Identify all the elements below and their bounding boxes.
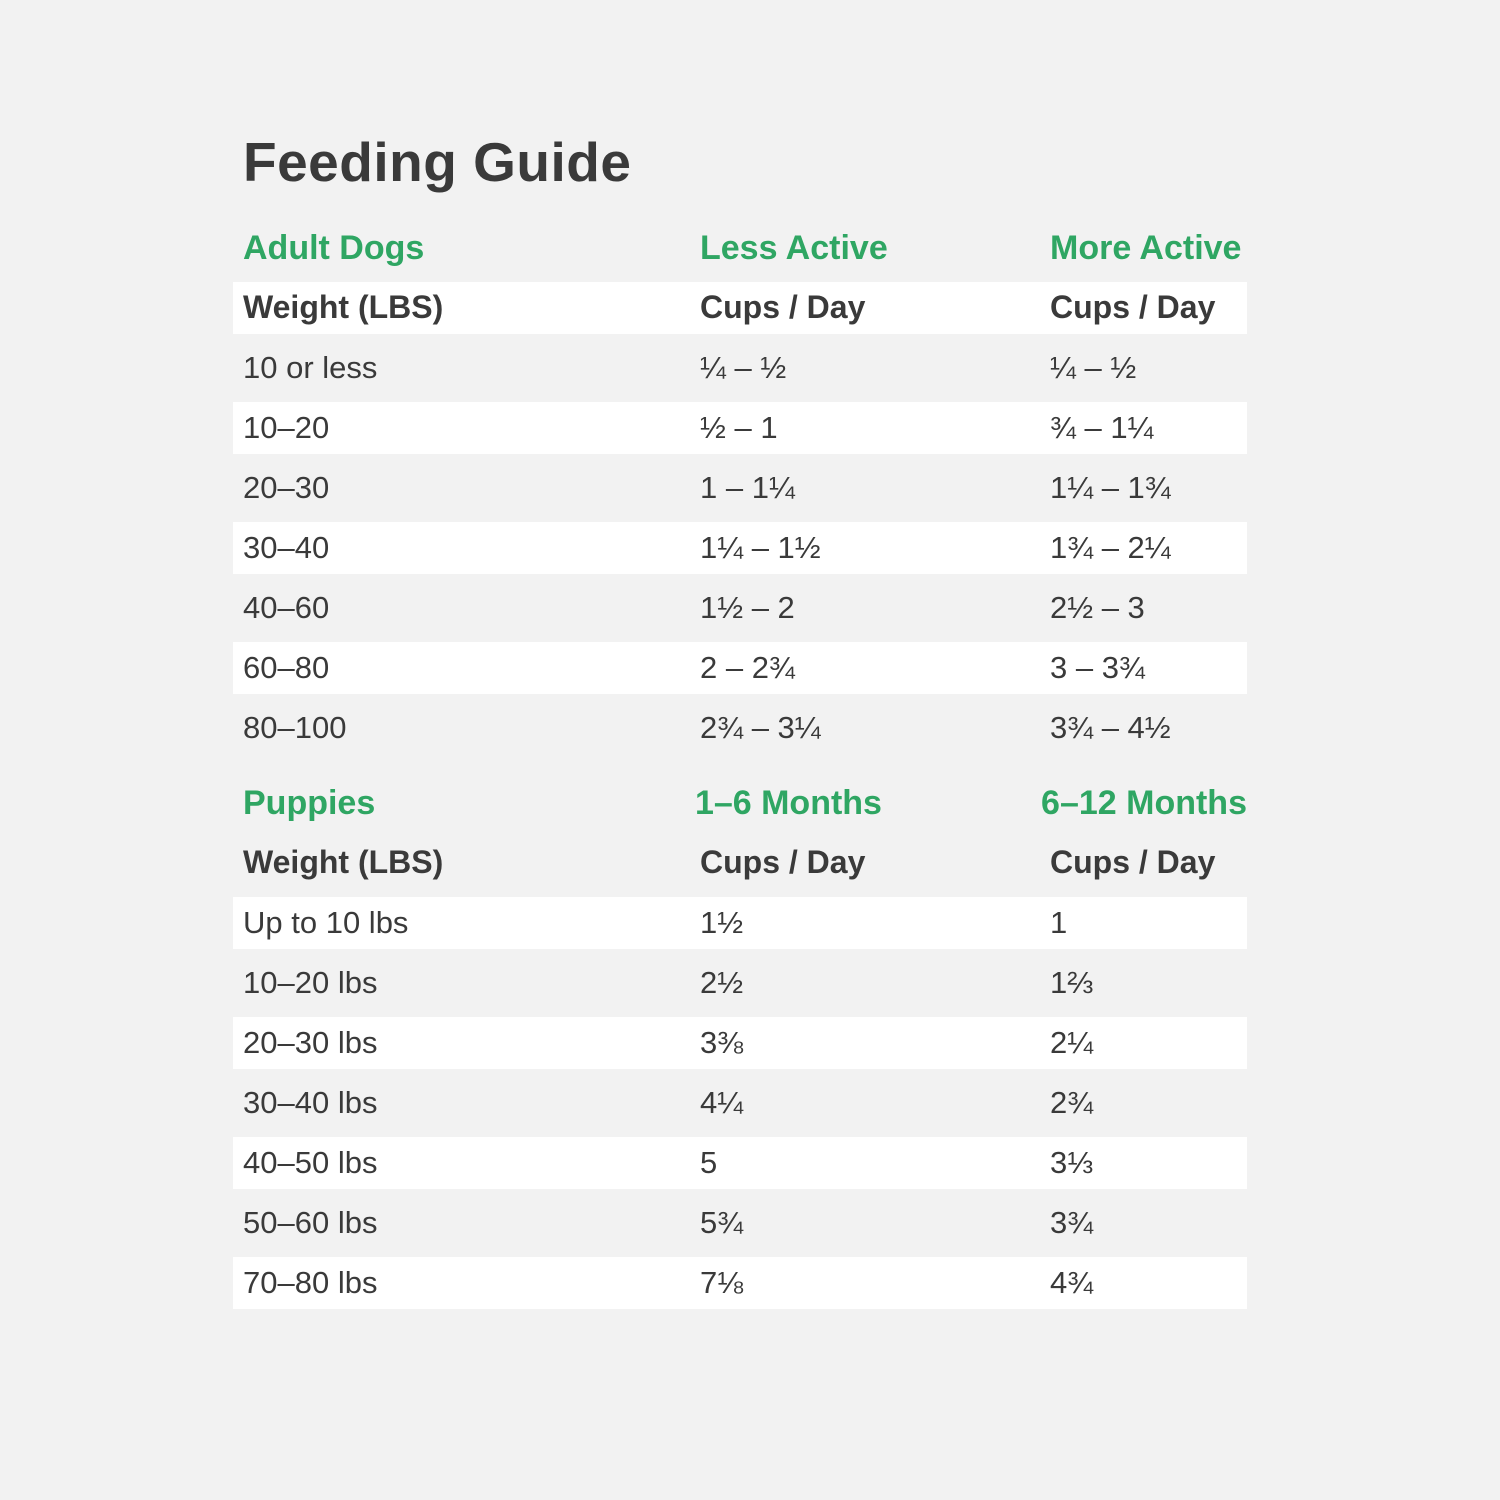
section-label-more-active: More Active xyxy=(1050,229,1242,267)
table-header-row-col3: Cups / Day xyxy=(1050,844,1216,880)
table-header-row-col3: Cups / Day xyxy=(1050,289,1216,325)
table-row-col3: 1⅔ xyxy=(1050,964,1094,1000)
table-row-col2: 3⅜ xyxy=(700,1024,744,1060)
table-row-col1: 30–40 lbs xyxy=(243,1084,378,1120)
puppies-section: Puppies 1–6 Months 6–12 Months Weight (L… xyxy=(233,784,1247,1309)
table-row-col3: 3¾ – 4½ xyxy=(1050,709,1171,745)
table-row: 20–30 lbs 3⅜ 2¼ xyxy=(233,1016,1247,1069)
table-row-col3: 2¼ xyxy=(1050,1024,1094,1060)
table-row: 70–80 lbs 7⅛ 4¾ xyxy=(233,1256,1247,1309)
table-row-col1: 60–80 xyxy=(243,649,330,685)
table-row: 20–30 1 – 1¼ 1¼ – 1¾ xyxy=(233,462,1247,514)
table-row-col1: 20–30 lbs xyxy=(243,1024,378,1060)
section-label-less-active: Less Active xyxy=(700,229,888,267)
table-row-col3: 3 – 3¾ xyxy=(1050,649,1145,685)
table-row-col1: 40–50 lbs xyxy=(243,1144,378,1180)
table-row-col1: 30–40 xyxy=(243,529,330,565)
section-label-puppies: Puppies xyxy=(243,784,376,822)
table-row-col2: 1½ – 2 xyxy=(700,589,795,625)
table-row: 30–40 1¼ – 1½ 1¾ – 2¼ xyxy=(233,521,1247,574)
table-row: 40–60 1½ – 2 2½ – 3 xyxy=(233,582,1247,634)
table-row-col3: 4¾ xyxy=(1050,1264,1094,1300)
table-row-col1: 10 or less xyxy=(243,349,378,385)
table-row-col3: ¾ – 1¼ xyxy=(1050,409,1154,445)
table-row-col3: 1¼ – 1¾ xyxy=(1050,469,1171,505)
section-label-adult-dogs: Adult Dogs xyxy=(243,229,425,267)
table-row-col3: 1¾ – 2¼ xyxy=(1050,529,1171,565)
table-row: 10–20 lbs 2½ 1⅔ xyxy=(233,957,1247,1009)
table-row-col2: ½ – 1 xyxy=(700,409,778,445)
table-header-row-col2: Cups / Day xyxy=(700,844,866,880)
table-row-col3: 1 xyxy=(1050,904,1068,940)
table-row: 40–50 lbs 5 3⅓ xyxy=(233,1136,1247,1189)
adult-dogs-section: Adult Dogs Less Active More Active Weigh… xyxy=(233,229,1247,754)
table-row-col1: 20–30 xyxy=(243,469,330,505)
table-header-row-col2: Cups / Day xyxy=(700,289,866,325)
table-header-row: Weight (LBS) Cups / Day Cups / Day xyxy=(233,281,1247,334)
table-header-row-col1: Weight (LBS) xyxy=(243,289,444,325)
table-row-col2: 5 xyxy=(700,1144,718,1180)
table-row: 50–60 lbs 5¾ 3¾ xyxy=(233,1197,1247,1249)
puppies-table: Weight (LBS) Cups / Day Cups / Day Up to 10… xyxy=(233,837,1247,1309)
table-row-col2: ¼ – ½ xyxy=(700,349,787,385)
table-row: 30–40 lbs 4¼ 2¾ xyxy=(233,1077,1247,1129)
table-row-col2: 1¼ – 1½ xyxy=(700,529,821,565)
adult-dogs-section-header: Adult Dogs Less Active More Active xyxy=(233,229,1247,269)
table-row-col2: 4¼ xyxy=(700,1084,744,1120)
table-row-col3: 3⅓ xyxy=(1050,1144,1094,1180)
table-row: 10–20 ½ – 1 ¾ – 1¼ xyxy=(233,401,1247,454)
table-row-col2: 7⅛ xyxy=(700,1264,744,1300)
puppies-section-header: Puppies 1–6 Months 6–12 Months xyxy=(233,784,1247,824)
table-row-col1: 80–100 xyxy=(243,709,347,745)
table-row-col1: 10–20 lbs xyxy=(243,964,378,1000)
table-header-row: Weight (LBS) Cups / Day Cups / Day xyxy=(233,837,1247,889)
adult-dogs-table: Weight (LBS) Cups / Day Cups / Day 10 or le… xyxy=(233,281,1247,754)
table-row-col1: Up to 10 lbs xyxy=(243,904,409,940)
table-row-col2: 2 – 2¾ xyxy=(700,649,795,685)
table-row-col1: 10–20 xyxy=(243,409,330,445)
table-row: 60–80 2 – 2¾ 3 – 3¾ xyxy=(233,641,1247,694)
table-row-col2: 1½ xyxy=(700,904,744,940)
table-row: 10 or less ¼ – ½ ¼ – ½ xyxy=(233,342,1247,394)
table-row-col1: 50–60 lbs xyxy=(243,1204,378,1240)
table-row-col3: 2¾ xyxy=(1050,1084,1094,1120)
table-row-col3: 2½ – 3 xyxy=(1050,589,1145,625)
table-row-col2: 2½ xyxy=(700,964,744,1000)
table-row-col1: 40–60 xyxy=(243,589,330,625)
table-row-col2: 1 – 1¼ xyxy=(700,469,795,505)
table-row: Up to 10 lbs 1½ 1 xyxy=(233,896,1247,949)
table-row-col1: 70–80 lbs xyxy=(243,1264,378,1300)
section-label-1-6-months: 1–6 Months xyxy=(694,784,882,822)
table-row-col2: 2¾ – 3¼ xyxy=(700,709,821,745)
table-header-row-col1: Weight (LBS) xyxy=(243,844,444,880)
table-row-col3: 3¾ xyxy=(1050,1204,1094,1240)
section-label-6-12-months: 6–12 Months xyxy=(1041,784,1247,822)
table-row-col2: 5¾ xyxy=(700,1204,744,1240)
table-row: 80–100 2¾ – 3¼ 3¾ – 4½ xyxy=(233,702,1247,754)
table-row-col3: ¼ – ½ xyxy=(1050,349,1137,385)
page-title: Feeding Guide xyxy=(243,131,632,193)
